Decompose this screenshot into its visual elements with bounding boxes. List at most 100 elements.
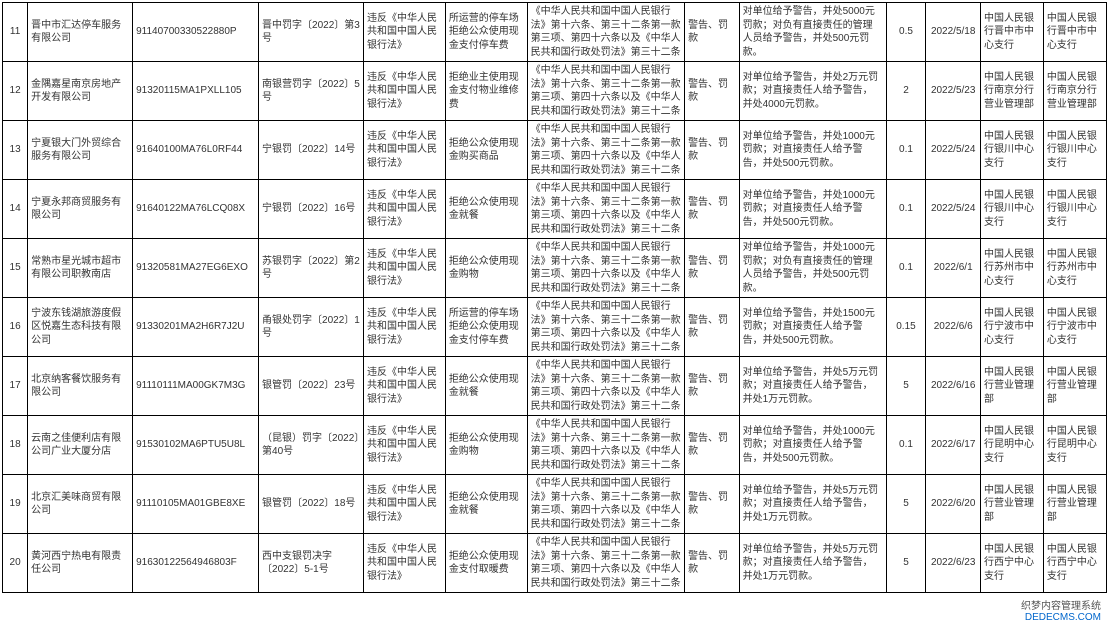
cell-name: 宁波东钱湖旅游度假区悦嘉生态科技有限公司	[28, 298, 133, 357]
table-row: 12金隅嘉星南京房地产开发有限公司91320115MA1PXLL105南银营罚字…	[3, 62, 1107, 121]
cell-docno: 银管罚〔2022〕18号	[259, 475, 364, 534]
cell-idx: 15	[3, 239, 28, 298]
cell-date: 2022/5/18	[926, 3, 981, 62]
cell-date: 2022/6/6	[926, 298, 981, 357]
cell-ptype: 警告、罚款	[685, 180, 740, 239]
cell-behavior: 拒绝公众使用现金支付取暖费	[445, 534, 527, 593]
cell-code: 91140700330522880P	[133, 3, 259, 62]
cell-behavior: 拒绝公众使用现金购物	[445, 416, 527, 475]
cell-behavior: 拒绝公众使用现金购买商品	[445, 121, 527, 180]
cell-idx: 14	[3, 180, 28, 239]
table-body: 11晋中市汇达停车服务有限公司91140700330522880P晋中罚字〔20…	[3, 3, 1107, 593]
cell-org1: 中国人民银行苏州市中心支行	[980, 239, 1043, 298]
cell-amount: 0.1	[886, 239, 926, 298]
cell-org1: 中国人民银行西宁中心支行	[980, 534, 1043, 593]
cell-code: 91640100MA76L0RF44	[133, 121, 259, 180]
cell-ptype: 警告、罚款	[685, 357, 740, 416]
cell-amount: 0.1	[886, 416, 926, 475]
penalty-table: 11晋中市汇达停车服务有限公司91140700330522880P晋中罚字〔20…	[2, 2, 1107, 593]
cell-name: 北京纳客餐饮服务有限公司	[28, 357, 133, 416]
cell-law1: 违反《中华人民共和国中国人民银行法》	[363, 62, 445, 121]
cell-org2: 中国人民银行营业管理部	[1043, 475, 1106, 534]
cell-amount: 5	[886, 475, 926, 534]
cell-law1: 违反《中华人民共和国中国人民银行法》	[363, 416, 445, 475]
cell-law1: 违反《中华人民共和国中国人民银行法》	[363, 475, 445, 534]
cell-org2: 中国人民银行银川中心支行	[1043, 121, 1106, 180]
cell-basis: 《中华人民共和国中国人民银行法》第十六条、第三十二条第一款第三项、第四十六条以及…	[527, 416, 684, 475]
cell-docno: 南银营罚字〔2022〕5号	[259, 62, 364, 121]
cell-law1: 违反《中华人民共和国中国人民银行法》	[363, 239, 445, 298]
table-row: 18云南之佳便利店有限公司广业大厦分店91530102MA6PTU5U8L（昆银…	[3, 416, 1107, 475]
cell-name: 北京汇美味商贸有限公司	[28, 475, 133, 534]
cell-code: 91640122MA76LCQ08X	[133, 180, 259, 239]
cell-idx: 12	[3, 62, 28, 121]
cell-basis: 《中华人民共和国中国人民银行法》第十六条、第三十二条第一款第三项、第四十六条以及…	[527, 475, 684, 534]
cell-org1: 中国人民银行南京分行营业管理部	[980, 62, 1043, 121]
cell-code: 91110111MA00GK7M3G	[133, 357, 259, 416]
cell-code: 91320115MA1PXLL105	[133, 62, 259, 121]
cell-pdetail: 对单位给予警告，并处1000元罚款；对直接责任人给予警告，并处500元罚款。	[739, 121, 886, 180]
cell-law1: 违反《中华人民共和国中国人民银行法》	[363, 121, 445, 180]
cell-amount: 0.15	[886, 298, 926, 357]
cell-docno: 银管罚〔2022〕23号	[259, 357, 364, 416]
cell-behavior: 拒绝公众使用现金就餐	[445, 475, 527, 534]
cell-law1: 违反《中华人民共和国中国人民银行法》	[363, 534, 445, 593]
cell-name: 宁夏银大门外贸综合服务有限公司	[28, 121, 133, 180]
cell-amount: 0.5	[886, 3, 926, 62]
cell-date: 2022/6/20	[926, 475, 981, 534]
cell-date: 2022/6/23	[926, 534, 981, 593]
cell-ptype: 警告、罚款	[685, 62, 740, 121]
cell-org1: 中国人民银行银川中心支行	[980, 121, 1043, 180]
cell-docno: （昆银）罚字〔2022〕第40号	[259, 416, 364, 475]
cell-ptype: 警告、罚款	[685, 298, 740, 357]
table-row: 17北京纳客餐饮服务有限公司91110111MA00GK7M3G银管罚〔2022…	[3, 357, 1107, 416]
cell-org2: 中国人民银行营业管理部	[1043, 357, 1106, 416]
table-row: 16宁波东钱湖旅游度假区悦嘉生态科技有限公司91330201MA2H6R7J2U…	[3, 298, 1107, 357]
cell-behavior: 所运营的停车场拒绝公众使用现金支付停车费	[445, 298, 527, 357]
cell-pdetail: 对单位给予警告，并处2万元罚款；对直接责任人给予警告，并处4000元罚款。	[739, 62, 886, 121]
cell-idx: 20	[3, 534, 28, 593]
cell-basis: 《中华人民共和国中国人民银行法》第十六条、第三十二条第一款第三项、第四十六条以及…	[527, 357, 684, 416]
table-row: 14宁夏永邦商贸服务有限公司91640122MA76LCQ08X宁银罚〔2022…	[3, 180, 1107, 239]
cell-pdetail: 对单位给予警告，并处1500元罚款；对直接责任人给予警告，并处500元罚款。	[739, 298, 886, 357]
table-row: 19北京汇美味商贸有限公司91110105MA01GBE8XE银管罚〔2022〕…	[3, 475, 1107, 534]
cell-code: 91330201MA2H6R7J2U	[133, 298, 259, 357]
cell-idx: 18	[3, 416, 28, 475]
cell-idx: 19	[3, 475, 28, 534]
cell-org1: 中国人民银行营业管理部	[980, 357, 1043, 416]
cell-ptype: 警告、罚款	[685, 475, 740, 534]
cell-date: 2022/5/24	[926, 180, 981, 239]
cell-idx: 11	[3, 3, 28, 62]
cell-behavior: 拒绝公众使用现金就餐	[445, 180, 527, 239]
cell-ptype: 警告、罚款	[685, 416, 740, 475]
cell-org1: 中国人民银行昆明中心支行	[980, 416, 1043, 475]
cell-ptype: 警告、罚款	[685, 534, 740, 593]
cell-law1: 违反《中华人民共和国中国人民银行法》	[363, 180, 445, 239]
cell-org2: 中国人民银行晋中市中心支行	[1043, 3, 1106, 62]
cell-date: 2022/5/24	[926, 121, 981, 180]
cell-amount: 0.1	[886, 180, 926, 239]
cell-basis: 《中华人民共和国中国人民银行法》第十六条、第三十二条第一款第三项、第四十六条以及…	[527, 298, 684, 357]
cell-pdetail: 对单位给予警告，并处5万元罚款；对直接责任人给予警告，并处1万元罚款。	[739, 357, 886, 416]
cell-org2: 中国人民银行南京分行营业管理部	[1043, 62, 1106, 121]
cell-code: 91530102MA6PTU5U8L	[133, 416, 259, 475]
page-footer: 织梦内容管理系统 DEDECMS.COM	[2, 597, 1107, 623]
cell-idx: 13	[3, 121, 28, 180]
cell-pdetail: 对单位给予警告，并处1000元罚款；对直接责任人给予警告，并处500元罚款。	[739, 180, 886, 239]
cell-basis: 《中华人民共和国中国人民银行法》第十六条、第三十二条第一款第三项、第四十六条以及…	[527, 3, 684, 62]
cell-pdetail: 对单位给予警告，并处1000元罚款；对负有直接责任的管理人员给予警告，并处500…	[739, 239, 886, 298]
cell-name: 黄河西宁热电有限责任公司	[28, 534, 133, 593]
cell-basis: 《中华人民共和国中国人民银行法》第十六条、第三十二条第一款第三项、第四十六条以及…	[527, 180, 684, 239]
footer-link[interactable]: DEDECMS.COM	[1025, 612, 1101, 623]
cell-ptype: 警告、罚款	[685, 3, 740, 62]
cell-pdetail: 对单位给予警告，并处5000元罚款；对负有直接责任的管理人员给予警告，并处500…	[739, 3, 886, 62]
cell-org1: 中国人民银行宁波市中心支行	[980, 298, 1043, 357]
cell-behavior: 拒绝公众使用现金就餐	[445, 357, 527, 416]
table-row: 11晋中市汇达停车服务有限公司91140700330522880P晋中罚字〔20…	[3, 3, 1107, 62]
cell-docno: 苏银罚字〔2022〕第2号	[259, 239, 364, 298]
cell-date: 2022/6/17	[926, 416, 981, 475]
cell-amount: 0.1	[886, 121, 926, 180]
cell-date: 2022/6/1	[926, 239, 981, 298]
cell-behavior: 拒绝业主使用现金支付物业维修费	[445, 62, 527, 121]
cell-law1: 违反《中华人民共和国中国人民银行法》	[363, 3, 445, 62]
